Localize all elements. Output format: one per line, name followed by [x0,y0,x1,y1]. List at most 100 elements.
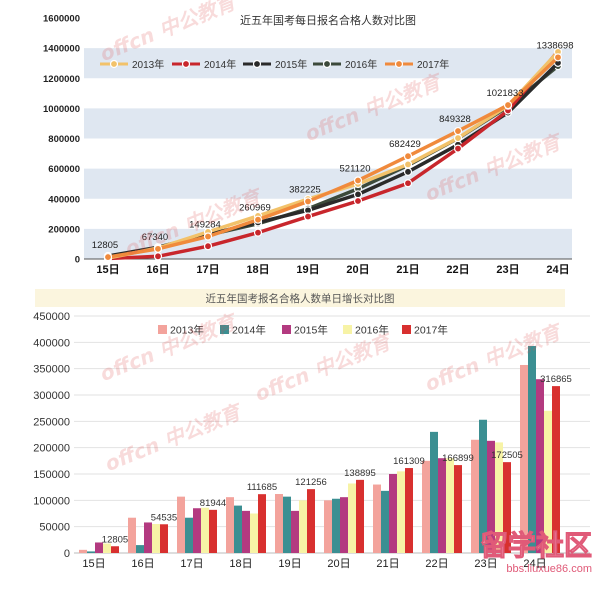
data-label: 521120 [340,164,371,175]
bar-series-2017 [111,386,560,553]
bar [201,507,209,553]
bar [528,346,536,553]
bars [79,346,560,553]
data-point [403,167,413,176]
y-tick-label: 350000 [33,364,70,376]
bar [283,496,291,553]
legend-item-2015: 2015年 [243,58,307,71]
bar [275,494,283,553]
bar [381,490,389,553]
legend-label: 2015年 [275,58,307,71]
bar-series-2013 [79,364,528,553]
legend: 2013年 2014年 2015年 2016年 2017年 [158,324,448,337]
data-label: 161309 [393,456,425,467]
bar [495,442,503,553]
data-label: 111685 [247,482,277,493]
y-tick-label: 250000 [33,416,70,428]
x-tick-label: 24日 [523,558,546,570]
background-bands [84,48,572,259]
legend-label: 2014年 [232,324,266,337]
bar [479,419,487,553]
legend-item-2017: 2017年 [385,58,449,71]
legend-label: 2017年 [414,324,448,337]
legend-dot-marker [109,59,119,69]
x-tick-label: 21日 [376,558,399,570]
line-chart: 0 200000 400000 600000 800000 1000000 1200000 1… [43,13,574,276]
data-label: 260969 [239,203,271,214]
bar [389,474,397,553]
data-label: 166899 [442,453,474,464]
data-point [203,232,213,241]
data-point [103,252,113,262]
y-tick-label: 400000 [33,337,70,349]
y-tick-label: 400000 [48,194,80,205]
data-label: 1021833 [487,88,524,99]
data-label: 382225 [289,184,321,195]
bar [487,440,495,553]
legend-label: 2016年 [355,324,389,337]
chart-title-band [35,289,565,307]
x-tick-label: 18日 [246,263,269,276]
data-point [253,228,263,237]
bar [446,458,454,553]
bar [128,517,136,553]
data-point [303,212,313,221]
legend-item-2014: 2014年 [220,324,266,337]
data-point [353,190,363,199]
legend-label: 2013年 [132,58,164,71]
legend-swatch [158,325,167,334]
bar-chart: 近五年国考报名合格人数单日增长对比图 0 50000 100000 150000 200… [33,289,590,570]
data-label: 172505 [491,450,523,461]
legend-label: 2014年 [204,58,236,71]
legend-item-2016: 2016年 [313,58,377,71]
data-point [153,244,163,253]
legend-swatch [343,325,352,334]
legend-label: 2013年 [170,324,204,337]
chart-title: 近五年国考每日报名合格人数对比图 [240,13,416,27]
data-point [353,176,363,185]
x-tick-label: 19日 [296,263,319,276]
legend-item-2017: 2017年 [402,324,448,337]
bar [332,498,340,553]
legend-swatch [402,325,411,334]
bar-series-2016 [103,410,552,553]
data-point [453,126,463,136]
bar [152,524,160,553]
legend-item-2015: 2015年 [282,324,328,337]
y-tick-label: 50000 [39,522,70,534]
series-line-2013 [106,50,560,260]
legend-label: 2016年 [345,58,377,71]
data-label: 316865 [540,374,572,385]
legend-dot-marker [252,59,262,69]
x-tick-label: 23日 [474,558,497,570]
y-tick-label: 450000 [33,311,70,323]
bar [95,542,103,553]
x-tick-label: 17日 [180,558,203,570]
bar [144,522,152,553]
bar [258,494,266,553]
x-tick-label: 16日 [146,263,169,276]
y-tick-label: 300000 [33,390,70,402]
y-tick-label: 600000 [48,164,80,175]
x-tick-label: 20日 [346,263,369,276]
data-label: 54535 [151,512,177,523]
y-tick-label: 100000 [33,495,70,507]
series-2017 [103,53,563,262]
bar [79,549,87,553]
bar [373,484,381,553]
data-point [203,242,213,251]
bar [503,462,511,553]
bar [103,543,111,553]
x-tick-label: 19日 [278,558,301,570]
bar [160,524,168,553]
data-label: 67340 [142,232,168,243]
data-label: 12805 [92,240,118,251]
data-point [403,179,413,188]
bar [544,410,552,553]
bar [299,500,307,553]
data-point [353,196,363,206]
data-labels: 12805 67340 149284 260969 382225 521120 682429… [92,40,574,251]
x-tick-label: 15日 [82,558,105,570]
data-point [453,144,463,153]
bar-series-2015 [95,379,544,553]
